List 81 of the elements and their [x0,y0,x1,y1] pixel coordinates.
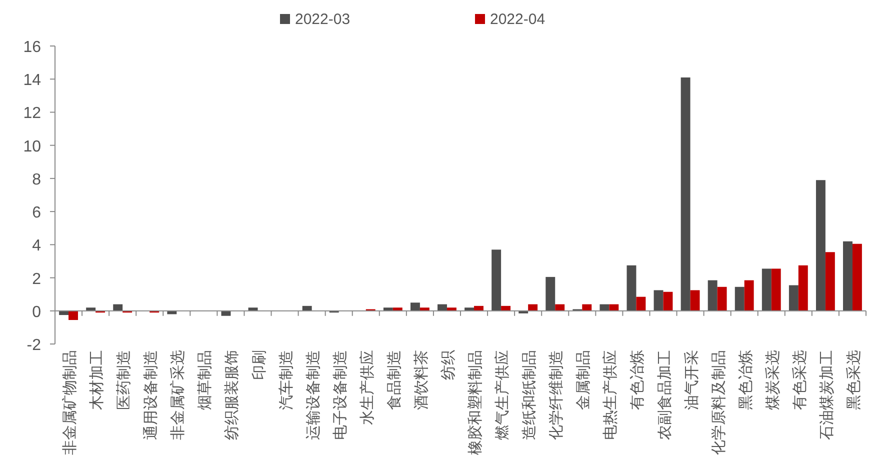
bar [744,280,754,311]
bar [86,308,96,311]
bar [626,265,636,311]
bar [302,306,312,311]
bar [663,292,673,311]
bar [555,304,565,311]
x-tick-label: 医药制造 [116,350,133,410]
x-tick-label: 食品制造 [386,350,403,410]
y-tick-label: 16 [23,39,42,56]
bar [816,180,826,311]
bar [636,296,646,311]
bar [852,244,862,311]
x-tick-label: 水生产供应 [358,350,376,425]
x-tick-label: 非金属矿采选 [170,350,187,440]
x-tick-label: 汽车制造 [278,350,295,410]
bar [690,290,700,311]
bar [392,308,402,311]
bar [717,286,727,311]
bar [464,308,474,311]
bar [708,280,718,311]
bar [420,308,430,311]
y-tick-label: 14 [23,72,42,90]
bar [600,304,610,311]
legend-label: 2022-04 [490,11,546,28]
y-tick-label: 0 [32,304,42,321]
y-tick-label: 8 [32,171,42,188]
x-tick-label: 有色采选 [791,350,808,410]
bar [474,306,484,311]
bar [446,308,456,311]
bar [438,304,447,311]
y-tick-label: 10 [23,138,42,156]
bar [528,304,538,311]
x-tick-label: 金属制品 [575,350,592,410]
x-tick-label: 黑色冶炼 [737,350,754,410]
y-tick-label: 6 [32,204,42,222]
x-tick-label: 化学原料及制品 [710,350,728,455]
bar [654,290,664,311]
bar [410,302,420,311]
bar [771,268,781,311]
x-tick-label: 有色冶炼 [629,350,646,410]
bar [68,310,78,320]
x-tick-label: 化学纤维制造 [548,350,566,440]
x-tick-label: 电热生产供应 [602,350,620,440]
bar [762,268,772,311]
x-tick-label: 烟草制品 [196,350,214,410]
x-tick-label: 黑色采选 [845,350,862,410]
x-tick-label: 酒饮料茶 [412,350,430,410]
y-tick-label: 12 [23,105,42,122]
x-tick-label: 非金属矿物制品 [62,350,79,455]
x-tick-label: 油气开采 [683,350,700,410]
x-tick-label: 木材加工 [88,350,106,410]
x-tick-label: 煤炭采选 [764,350,782,410]
bar [825,252,835,311]
x-tick-label: 电子设备制造 [332,350,349,440]
x-tick-label: 造纸和纸制品 [521,350,538,440]
bar [383,308,393,311]
x-tick-label: 纺织服装服饰 [224,350,241,440]
x-tick-label: 橡胶和塑料制品 [467,350,484,455]
x-tick-label: 农副食品加工 [656,350,674,440]
x-tick-label: 运输设备制造 [304,350,322,440]
bar [843,241,852,311]
bar [582,304,592,311]
x-tick-label: 纺织 [440,350,457,380]
bar [609,304,619,311]
x-tick-label: 通用设备制造 [142,350,160,440]
bar [546,276,556,311]
bar [248,308,258,311]
bar [798,265,808,311]
y-tick-label: 2 [32,270,42,288]
x-tick-label: 燃气生产供应 [494,350,512,440]
bar [680,77,690,311]
y-tick-label: -2 [26,337,42,354]
bar [501,306,511,311]
x-tick-label: 石油煤炭加工 [818,350,836,440]
x-tick-label: 印刷 [250,350,268,380]
legend-label: 2022-03 [295,11,350,28]
bar [788,285,798,311]
bar [113,304,123,311]
bar [492,250,502,311]
bar [734,286,744,311]
y-tick-label: 4 [32,238,42,255]
